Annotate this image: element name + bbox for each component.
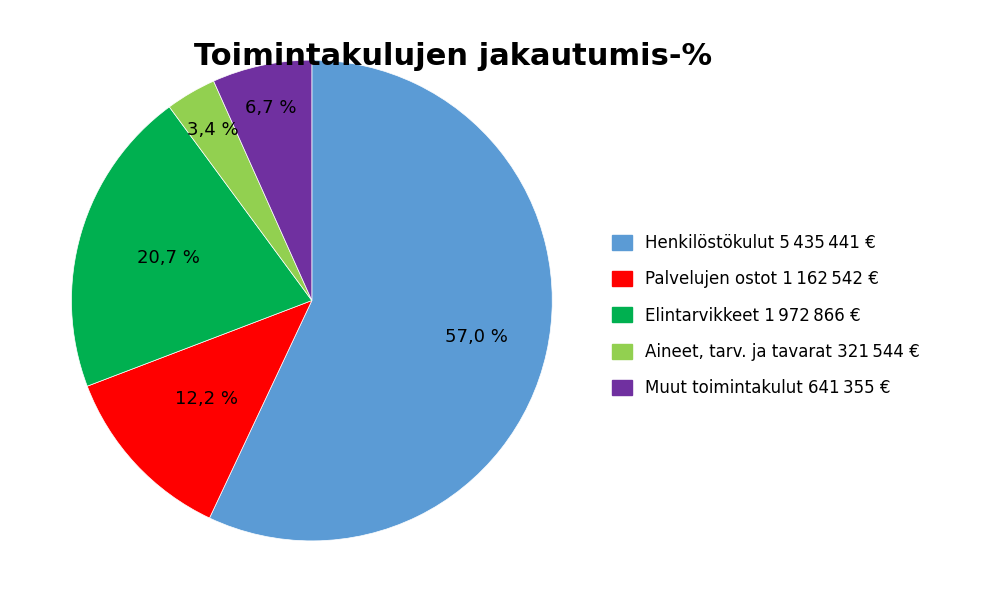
Text: 57,0 %: 57,0 %: [445, 328, 507, 346]
Text: 6,7 %: 6,7 %: [244, 99, 297, 117]
Wedge shape: [169, 81, 312, 300]
Wedge shape: [209, 60, 552, 541]
Wedge shape: [88, 300, 312, 518]
Wedge shape: [213, 60, 312, 300]
Wedge shape: [71, 107, 312, 386]
Text: 20,7 %: 20,7 %: [138, 249, 200, 267]
Text: Toimintakulujen jakautumis-%: Toimintakulujen jakautumis-%: [193, 42, 712, 71]
Text: 12,2 %: 12,2 %: [175, 389, 237, 407]
Legend: Henkilöstökulut 5 435 441 €, Palvelujen ostot 1 162 542 €, Elintarvikkeet 1 972 : Henkilöstökulut 5 435 441 €, Palvelujen …: [612, 234, 920, 397]
Text: 3,4 %: 3,4 %: [187, 121, 238, 139]
